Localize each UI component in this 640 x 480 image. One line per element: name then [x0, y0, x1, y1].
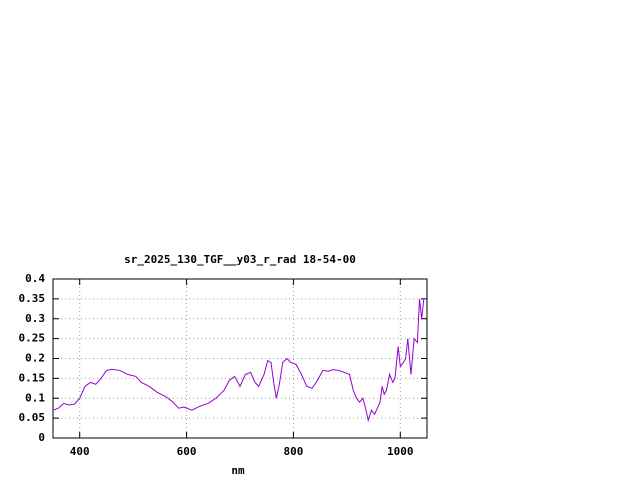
y-tick-label: 0.2: [25, 352, 45, 365]
x-tick-label: 600: [177, 445, 197, 458]
y-tick-label: 0.1: [25, 391, 45, 404]
data-line: [52, 298, 426, 422]
y-tick-label: 0: [38, 431, 45, 444]
x-tick-label: 400: [70, 445, 90, 458]
y-tick-label: 0.25: [19, 332, 46, 345]
y-tick-label: 0.15: [19, 371, 46, 384]
chart-title: sr_2025_130_TGF__y03_r_rad 18-54-00: [124, 253, 356, 266]
y-tick-label: 0.3: [25, 312, 45, 325]
plot-frame: [52, 278, 428, 439]
x-axis-label: nm: [231, 464, 245, 477]
y-tick-label: 0.35: [19, 292, 46, 305]
y-tick-label: 0.4: [25, 272, 45, 285]
y-tick-label: 0.05: [19, 411, 46, 424]
x-tick-label: 800: [283, 445, 303, 458]
x-tick-label: 1000: [387, 445, 414, 458]
